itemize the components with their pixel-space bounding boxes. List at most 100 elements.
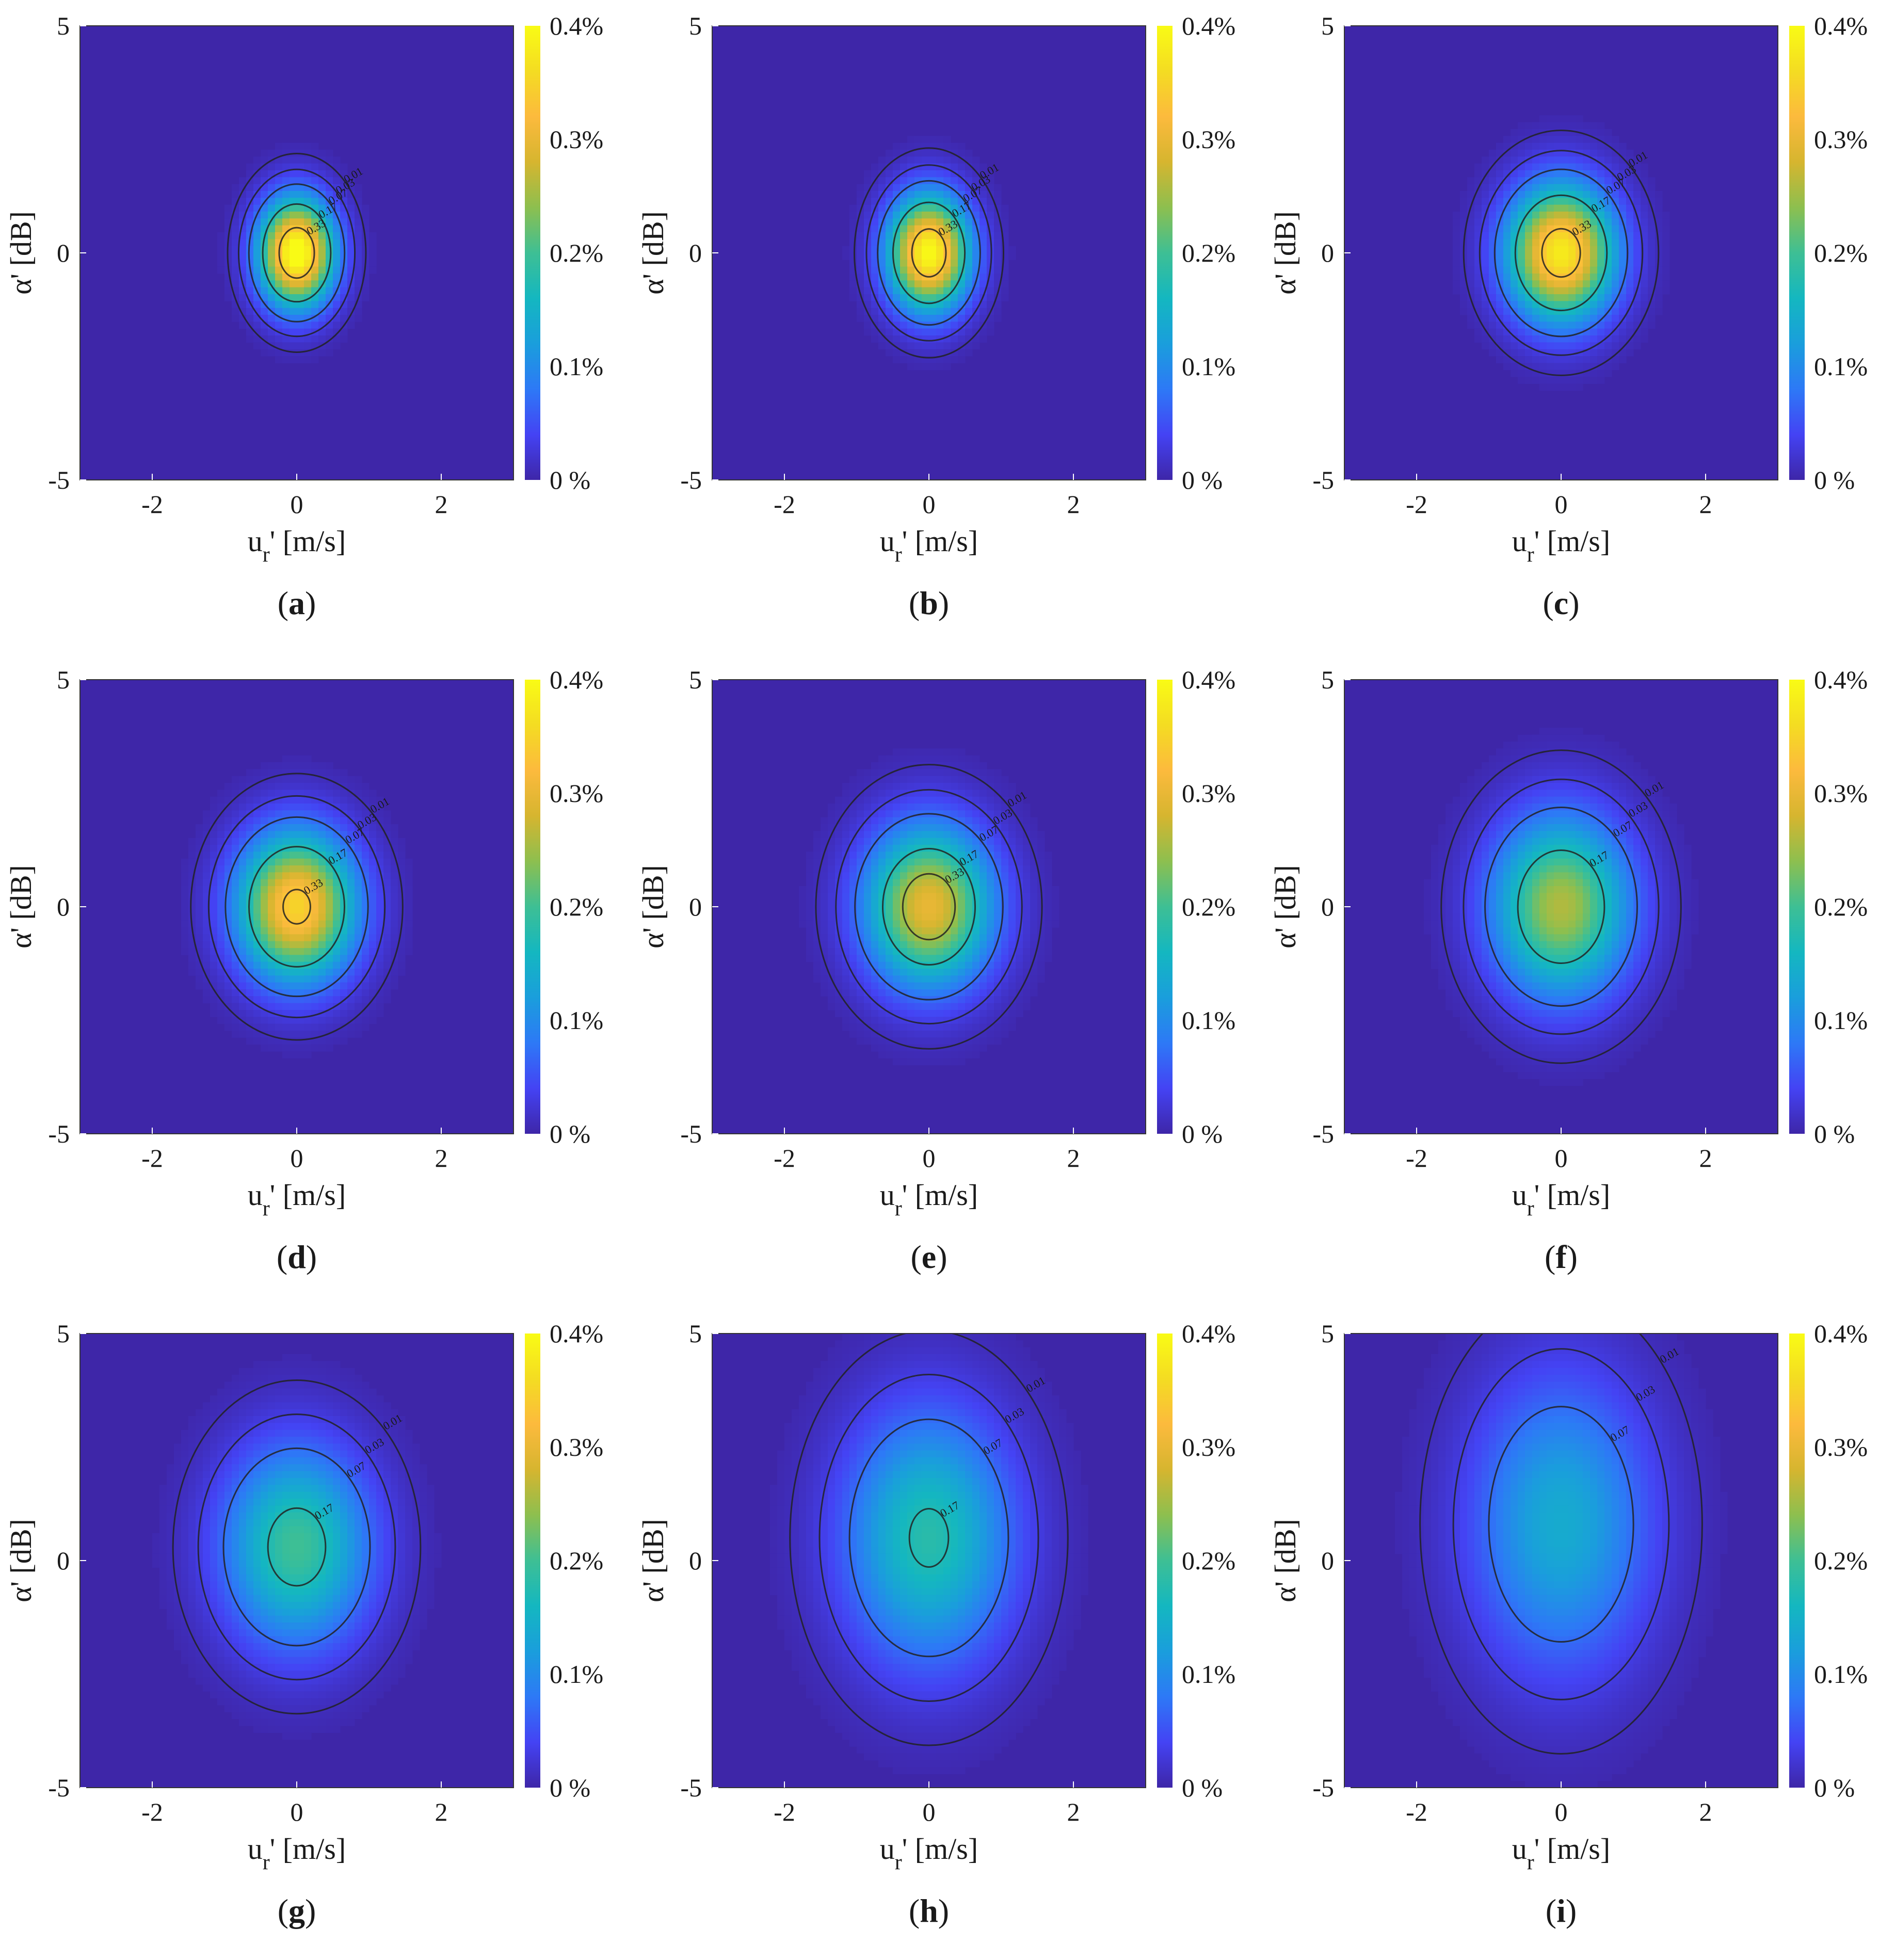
heatmap-cell <box>857 886 864 893</box>
heatmap-cell <box>1604 748 1612 756</box>
heatmap-cell <box>290 1023 297 1031</box>
heatmap-cell <box>1016 845 1023 852</box>
contour-line <box>865 164 992 342</box>
heatmap-cell <box>1525 315 1533 322</box>
heatmap-cell <box>1008 969 1016 976</box>
heatmap-cell <box>1612 363 1619 371</box>
heatmap-cell <box>1496 342 1504 350</box>
heatmap-cell <box>1482 232 1489 239</box>
heatmap-cell <box>1561 728 1569 735</box>
heatmap-cell <box>383 824 391 831</box>
heatmap-cell <box>849 212 857 219</box>
heatmap-cell <box>907 776 915 783</box>
heatmap-cell <box>893 961 901 969</box>
heatmap-cell <box>900 1010 908 1017</box>
heatmap-cell <box>979 927 987 935</box>
heatmap-cell <box>1561 246 1569 253</box>
heatmap-cell <box>922 1023 929 1031</box>
heatmap-cell <box>217 989 225 997</box>
heatmap-cell <box>304 927 312 935</box>
heatmap-cell <box>391 899 398 907</box>
heatmap-cell <box>958 142 966 150</box>
heatmap-cell <box>333 927 341 935</box>
heatmap-cell <box>878 969 886 976</box>
heatmap-cell <box>1525 377 1533 384</box>
heatmap-cell <box>1532 260 1540 267</box>
heatmap-cell <box>391 975 398 983</box>
heatmap-cell <box>340 845 348 852</box>
heatmap-cell <box>979 762 987 769</box>
heatmap-cell <box>1597 377 1605 384</box>
heatmap-cell <box>333 1017 341 1024</box>
heatmap-cell <box>864 1003 872 1010</box>
heatmap-cell <box>972 941 980 949</box>
heatmap-cell <box>1641 783 1648 790</box>
heatmap-cell <box>333 790 341 797</box>
heatmap-cell <box>878 177 886 185</box>
heatmap-cell <box>857 975 864 983</box>
heatmap-cell <box>1030 899 1038 907</box>
heatmap-cell <box>965 301 973 309</box>
heatmap-cell <box>333 260 341 267</box>
heatmap-cell <box>936 927 944 935</box>
heatmap-cell <box>1633 246 1641 253</box>
heatmap-cell <box>893 163 901 171</box>
heatmap-cell <box>355 218 362 226</box>
heatmap-cell <box>290 294 297 301</box>
heatmap-cell <box>1576 383 1583 391</box>
heatmap-cell <box>893 287 901 295</box>
heatmap-cell <box>864 1017 872 1024</box>
heatmap-cell <box>1554 204 1562 212</box>
heatmap-cell <box>828 899 836 907</box>
heatmap-cell <box>994 969 1002 976</box>
heatmap-cell <box>1604 163 1612 171</box>
heatmap-cell <box>994 315 1002 322</box>
heatmap-cell <box>1460 308 1468 315</box>
heatmap-cell <box>347 294 355 301</box>
heatmap-cell <box>326 913 333 921</box>
heatmap-cell <box>261 845 268 852</box>
heatmap-cell <box>893 982 901 990</box>
heatmap-cell <box>261 335 268 343</box>
heatmap-cell <box>210 852 218 859</box>
heatmap-cell <box>929 260 937 267</box>
heatmap-cell <box>326 886 333 893</box>
heatmap-cell <box>893 934 901 942</box>
heatmap-cell <box>922 879 929 887</box>
heatmap-cell <box>1511 177 1518 185</box>
heatmap-cell <box>1023 899 1031 907</box>
heatmap-cell <box>1619 232 1627 239</box>
heatmap-cell <box>369 982 377 990</box>
heatmap-cell <box>355 274 362 281</box>
heatmap-cell <box>1467 266 1475 274</box>
heatmap-cell <box>951 879 958 887</box>
heatmap-cell <box>1008 1010 1016 1017</box>
heatmap-cell <box>1612 776 1619 783</box>
heatmap-cell <box>979 796 987 804</box>
heatmap-cell <box>914 212 922 219</box>
heatmap-cell <box>311 948 319 955</box>
heatmap-cell <box>943 253 951 260</box>
heatmap-cell <box>821 907 828 914</box>
heatmap-cell <box>297 191 304 198</box>
heatmap-cell <box>1597 122 1605 130</box>
heatmap-cell <box>304 266 312 274</box>
heatmap-cell <box>1016 961 1023 969</box>
heatmap-cell <box>994 225 1002 233</box>
heatmap-cell <box>936 156 944 164</box>
heatmap-cell <box>1482 335 1489 343</box>
heatmap-cell <box>1503 363 1511 371</box>
heatmap-cell <box>1583 170 1591 178</box>
heatmap-cell <box>391 838 398 845</box>
heatmap-cell <box>376 838 384 845</box>
heatmap-cell <box>362 955 370 962</box>
heatmap-cell <box>290 865 297 873</box>
heatmap-cell <box>290 872 297 880</box>
heatmap-cell <box>1583 212 1591 219</box>
colorbar-tick-label: 0.1% <box>1182 1006 1235 1035</box>
heatmap-cell <box>210 879 218 887</box>
heatmap-cell <box>907 356 915 363</box>
heatmap-cell <box>1467 274 1475 281</box>
heatmap-cell <box>1474 225 1482 233</box>
heatmap-cell <box>1511 776 1518 783</box>
